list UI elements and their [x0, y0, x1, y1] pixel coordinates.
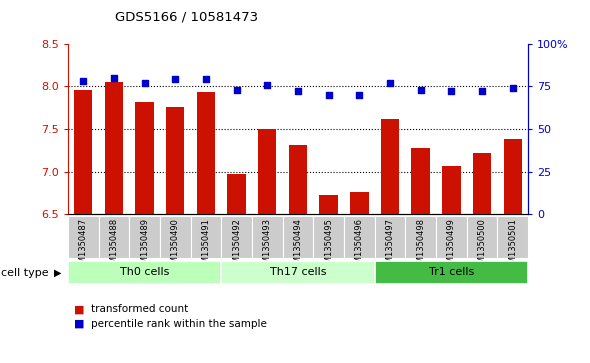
Text: Th17 cells: Th17 cells [270, 267, 326, 277]
Text: GSM1350499: GSM1350499 [447, 218, 456, 274]
Bar [74, 90, 93, 214]
Bar [319, 195, 338, 214]
Text: Tr1 cells: Tr1 cells [429, 267, 474, 277]
Bar [191, 216, 221, 258]
Text: Th0 cells: Th0 cells [120, 267, 169, 277]
Bar [252, 216, 283, 258]
Bar [375, 261, 528, 284]
Bar [473, 153, 491, 214]
Bar [405, 216, 436, 258]
Text: GSM1350489: GSM1350489 [140, 218, 149, 274]
Text: GSM1350500: GSM1350500 [477, 218, 487, 274]
Bar [442, 166, 461, 214]
Text: GSM1350487: GSM1350487 [78, 218, 88, 274]
Point [201, 77, 211, 82]
Text: GSM1350496: GSM1350496 [355, 218, 364, 274]
Bar [135, 102, 154, 214]
Text: GSM1350495: GSM1350495 [324, 218, 333, 274]
Bar [99, 216, 129, 258]
Bar [221, 261, 375, 284]
Point [477, 89, 487, 94]
Text: GSM1350497: GSM1350497 [385, 218, 395, 274]
Bar [289, 145, 307, 214]
Text: ▶: ▶ [54, 268, 62, 278]
Point [385, 80, 395, 86]
Bar [160, 216, 191, 258]
Point [416, 87, 425, 93]
Text: ■: ■ [74, 319, 84, 329]
Point [447, 89, 456, 94]
Bar [344, 216, 375, 258]
Text: transformed count: transformed count [91, 304, 189, 314]
Bar [381, 119, 399, 214]
Point [324, 92, 333, 98]
Point [232, 87, 241, 93]
Bar [313, 216, 344, 258]
Text: GSM1350501: GSM1350501 [508, 218, 517, 274]
Point [293, 89, 303, 94]
Bar [436, 216, 467, 258]
Bar [221, 216, 252, 258]
Point [263, 82, 272, 87]
Bar [411, 148, 430, 214]
Text: GSM1350493: GSM1350493 [263, 218, 272, 274]
Bar [375, 216, 405, 258]
Text: GSM1350491: GSM1350491 [201, 218, 211, 274]
Bar [350, 192, 369, 214]
Text: cell type: cell type [1, 268, 49, 278]
Text: GSM1350498: GSM1350498 [416, 218, 425, 274]
Bar [283, 216, 313, 258]
Text: GDS5166 / 10581473: GDS5166 / 10581473 [115, 11, 258, 24]
Bar [467, 216, 497, 258]
Text: GSM1350490: GSM1350490 [171, 218, 180, 274]
Bar [166, 107, 185, 214]
Text: GSM1350494: GSM1350494 [293, 218, 303, 274]
Bar [497, 216, 528, 258]
Bar [104, 82, 123, 214]
Point [508, 85, 517, 91]
Point [78, 78, 88, 84]
Text: ■: ■ [74, 304, 84, 314]
Bar [258, 129, 277, 214]
Bar [68, 216, 99, 258]
Point [140, 80, 149, 86]
Bar [503, 139, 522, 214]
Text: GSM1350492: GSM1350492 [232, 218, 241, 274]
Bar [129, 216, 160, 258]
Text: GSM1350488: GSM1350488 [109, 218, 119, 274]
Bar [196, 92, 215, 214]
Text: percentile rank within the sample: percentile rank within the sample [91, 319, 267, 329]
Bar [68, 261, 221, 284]
Point [109, 75, 119, 81]
Bar [227, 174, 246, 214]
Point [171, 77, 180, 82]
Point [355, 92, 364, 98]
